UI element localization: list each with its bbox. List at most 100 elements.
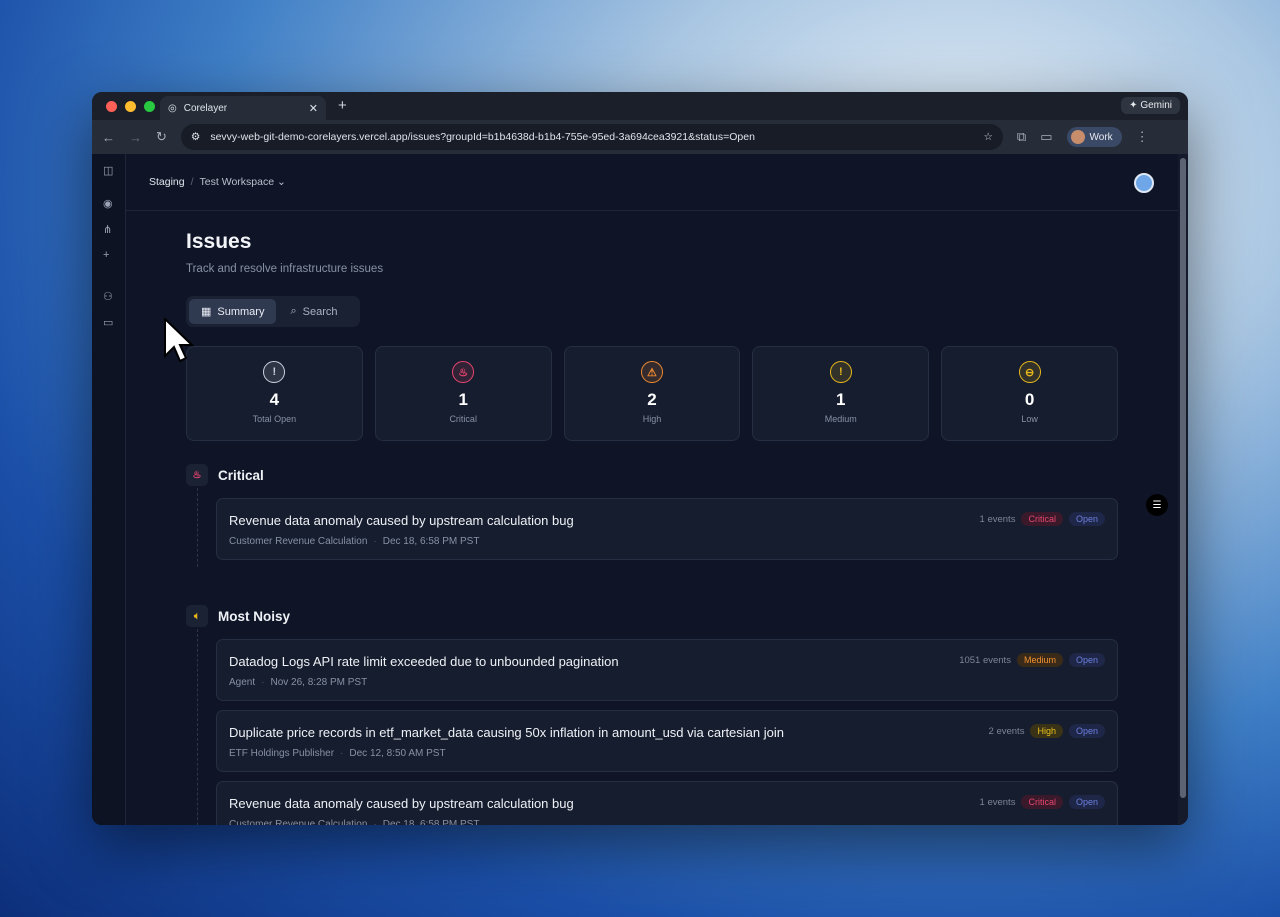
profile-button[interactable]: Work xyxy=(1066,127,1122,147)
stat-label: Total Open xyxy=(252,414,297,424)
severity-badge: Critical xyxy=(1021,795,1063,809)
gemini-button[interactable]: ✦ Gemini xyxy=(1121,97,1180,114)
mouse-cursor xyxy=(164,318,194,363)
alert-circle-icon: ! xyxy=(263,361,286,383)
stats-cards: ! 4 Total Open ♨ 1 Critical ⚠ 2 High! 1 Medium ⊖ 0 Lo… xyxy=(186,346,1118,441)
close-window-button[interactable] xyxy=(106,100,117,112)
section-title: Most Noisy xyxy=(218,608,291,624)
alert-circle-icon: ! xyxy=(829,361,852,383)
tab-summary[interactable]: ▦ Summary xyxy=(189,299,277,324)
status-badge: Open xyxy=(1068,795,1105,809)
stat-label: Medium xyxy=(824,414,857,424)
tab-title: Corelayer xyxy=(183,102,228,114)
issue-row[interactable]: Duplicate price records in etf_market_da… xyxy=(216,710,1118,772)
page-title: Issues xyxy=(186,230,252,253)
stat-value: 4 xyxy=(269,390,280,409)
new-tab-button[interactable]: + xyxy=(338,97,347,114)
sidebar: ◫ ◉ ⋔ + ⚇ ▭ xyxy=(92,154,126,825)
stat-label: Critical xyxy=(449,414,477,424)
issue-title: Revenue data anomaly caused by upstream … xyxy=(229,796,574,811)
event-count: 1051 events xyxy=(959,654,1011,666)
status-badge: Open xyxy=(1068,653,1105,667)
stat-value: 1 xyxy=(458,390,468,409)
app: ◫ ◉ ⋔ + ⚇ ▭ Staging / Test Workspace ⌄ ☰ I… xyxy=(92,154,1188,825)
severity-badge: High xyxy=(1030,724,1063,738)
eye-icon[interactable]: ◉ xyxy=(103,198,113,210)
url-field[interactable]: ⚙ sevvy-web-git-demo-corelayers.vercel.ap… xyxy=(180,124,1003,150)
profile-avatar xyxy=(1070,130,1085,144)
close-tab-icon[interactable]: ✕ xyxy=(308,102,318,115)
stat-label: High xyxy=(642,414,662,424)
issue-meta: Agent · Nov 26, 8:28 PM PST xyxy=(229,677,368,688)
speaker-icon: 🔈︎ xyxy=(186,605,208,627)
stat-card-critical[interactable]: ♨ 1 Critical xyxy=(374,346,552,441)
event-count: 1 events xyxy=(979,796,1016,808)
user-avatar[interactable] xyxy=(1134,173,1154,193)
minus-circle-icon: ⊖ xyxy=(1018,361,1041,383)
chevron-down-icon: ⌄ xyxy=(276,176,286,188)
topology-icon[interactable]: ⋔ xyxy=(103,224,113,236)
issue-source: Customer Revenue Calculation xyxy=(229,536,368,547)
minimize-window-button[interactable] xyxy=(125,100,136,112)
issue-row[interactable]: Revenue data anomaly caused by upstream … xyxy=(216,781,1118,825)
issue-meta: Customer Revenue Calculation · Dec 18, 6:5… xyxy=(229,819,479,825)
section-header: 🔈︎ Most Noisy xyxy=(186,605,290,627)
workspace-selector[interactable]: Test Workspace ⌄ xyxy=(200,176,286,188)
stat-value: 0 xyxy=(1024,390,1035,409)
maximize-window-button[interactable] xyxy=(144,100,155,112)
forward-icon[interactable]: → xyxy=(129,129,142,145)
section-header: ♨ Critical xyxy=(186,464,264,486)
filter-settings-icon[interactable]: ☰ xyxy=(1146,494,1168,516)
tab-label: Search xyxy=(302,305,338,318)
event-count: 2 events xyxy=(988,725,1025,737)
menu-icon[interactable]: ⋮ xyxy=(1135,129,1149,144)
stat-value: 2 xyxy=(647,390,657,409)
issue-meta: Customer Revenue Calculation · Dec 18, 6:5… xyxy=(229,536,480,547)
issue-time: Nov 26, 8:28 PM PST xyxy=(270,677,368,688)
issue-source: Customer Revenue Calculation xyxy=(229,819,368,825)
stat-card-high[interactable]: ⚠ 2 High xyxy=(563,346,741,441)
stat-label: Low xyxy=(1021,414,1038,424)
section-title: Critical xyxy=(218,467,264,483)
stat-card-medium[interactable]: ! 1 Medium xyxy=(752,346,930,441)
breadcrumb-env[interactable]: Staging xyxy=(149,176,185,188)
stat-card-low[interactable]: ⊖ 0 Low xyxy=(941,346,1118,441)
search-icon: ⌕ xyxy=(290,305,297,317)
profile-label: Work xyxy=(1089,131,1113,143)
back-icon[interactable]: ← xyxy=(102,129,115,145)
sidebar-toggle-icon[interactable]: ◫ xyxy=(103,165,114,177)
issue-source: ETF Holdings Publisher xyxy=(229,748,335,759)
status-badge: Open xyxy=(1068,512,1105,526)
issue-time: Dec 18, 6:58 PM PST xyxy=(382,536,480,547)
scrollbar[interactable] xyxy=(1178,154,1188,825)
reload-icon[interactable]: ↻ xyxy=(156,129,167,144)
issue-title: Revenue data anomaly caused by upstream … xyxy=(229,513,574,528)
stat-card-total-open[interactable]: ! 4 Total Open xyxy=(186,346,363,441)
issue-meta: ETF Holdings Publisher · Dec 12, 8:50 AM P… xyxy=(229,748,446,759)
billing-card-icon[interactable]: ▭ xyxy=(103,317,114,329)
flame-icon: ♨ xyxy=(452,361,475,383)
address-bar-row: ← → ↻ ⚙ sevvy-web-git-demo-corelayers.verce… xyxy=(92,120,1188,154)
issue-title: Datadog Logs API rate limit exceeded due… xyxy=(229,654,619,669)
issue-source: Agent xyxy=(229,677,256,688)
plus-icon[interactable]: + xyxy=(103,249,110,261)
cast-icon[interactable]: ▭ xyxy=(1040,129,1053,144)
site-settings-icon[interactable]: ⚙ xyxy=(190,131,201,143)
status-badge: Open xyxy=(1068,724,1105,738)
page-subtitle: Track and resolve infrastructure issues xyxy=(186,263,384,275)
browser-window: ◎ Corelayer ✕ + ✦ Gemini ← → ↻ ⚙ sevvy-web-gi… xyxy=(92,92,1188,825)
tab-label: Summary xyxy=(217,305,265,318)
url-text: sevvy-web-git-demo-corelayers.vercel.app… xyxy=(210,131,755,143)
issue-time: Dec 12, 8:50 AM PST xyxy=(349,748,446,759)
users-icon[interactable]: ⚇ xyxy=(103,291,113,303)
event-count: 1 events xyxy=(979,513,1016,525)
issue-row[interactable]: Datadog Logs API rate limit exceeded due… xyxy=(216,639,1118,701)
bookmark-star-icon[interactable]: ☆ xyxy=(983,131,993,143)
tab-search[interactable]: ⌕ Search xyxy=(278,299,349,324)
issue-row[interactable]: Revenue data anomaly caused by upstream … xyxy=(216,498,1118,560)
browser-tab[interactable]: ◎ Corelayer ✕ xyxy=(160,96,326,120)
extensions-icon[interactable]: ⧉ xyxy=(1016,129,1027,144)
severity-badge: Critical xyxy=(1021,512,1063,526)
tab-bar: ◎ Corelayer ✕ + ✦ Gemini xyxy=(92,92,1188,120)
flame-icon: ♨ xyxy=(186,464,208,486)
